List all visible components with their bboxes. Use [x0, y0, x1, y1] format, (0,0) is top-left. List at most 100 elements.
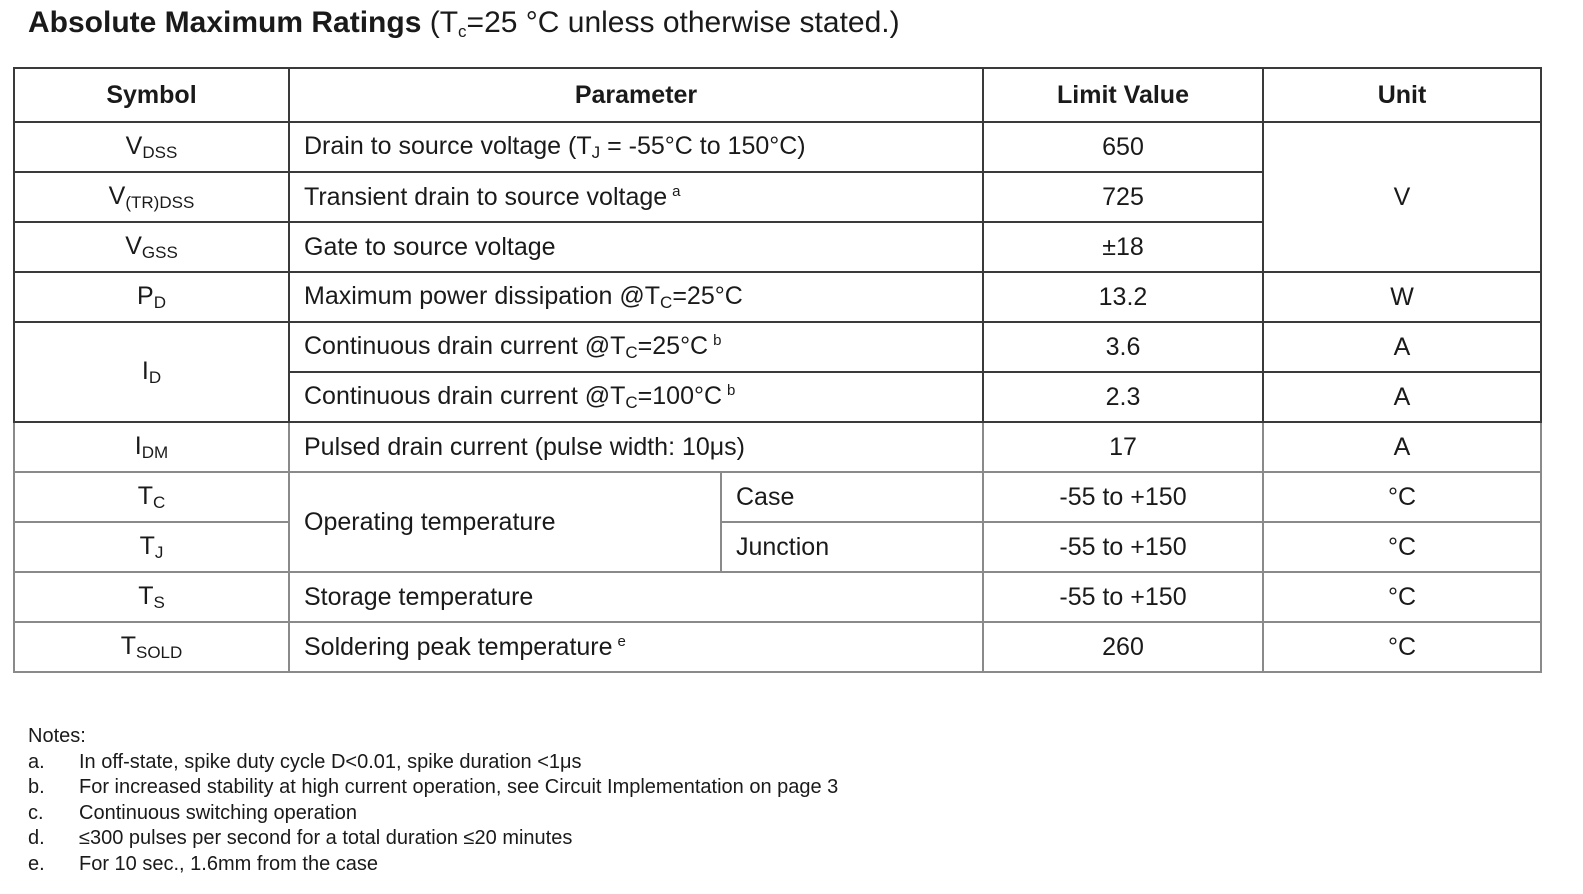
- text-sub: S: [153, 592, 165, 612]
- note-letter: c.: [28, 801, 44, 824]
- parameter-cell: Continuous drain current @TC=25°C b: [288, 321, 984, 373]
- notes: Notes: a. In off-state, spike duty cycle …: [28, 724, 838, 878]
- parameter-cell: Maximum power dissipation @TC=25°C: [288, 271, 984, 323]
- value-cell: -55 to +150: [982, 571, 1264, 623]
- symbol-cell: ID: [13, 321, 290, 423]
- value-cell: -55 to +150: [982, 521, 1264, 573]
- value-cell: -55 to +150: [982, 471, 1264, 523]
- text-text: Soldering peak temperature: [304, 632, 613, 661]
- text-sub: C: [625, 342, 638, 362]
- parameter-cell: Operating temperature: [288, 471, 722, 573]
- parameter-cell: Continuous drain current @TC=100°C b: [288, 371, 984, 423]
- note-letter: d.: [28, 827, 45, 850]
- text-text: Maximum power dissipation @T: [304, 281, 661, 310]
- condition-cell: Case: [720, 471, 984, 523]
- text-text: =25°C: [672, 281, 743, 310]
- unit-cell: A: [1262, 321, 1542, 373]
- value-cell: 260: [982, 621, 1264, 673]
- value-cell: 650: [982, 121, 1264, 173]
- symbol-cell: TS: [13, 571, 290, 623]
- parameter-cell: Soldering peak temperature e: [288, 621, 984, 673]
- value-cell: 13.2: [982, 271, 1264, 323]
- symbol-cell: VGSS: [13, 221, 290, 273]
- notes-heading: Notes:: [28, 725, 86, 747]
- note: c. Continuous switching operation: [28, 801, 838, 827]
- table-row: PD Maximum power dissipation @TC=25°C 13.2…: [13, 271, 1542, 323]
- text-text: Drain to source voltage (T: [304, 131, 592, 160]
- unit-cell: °C: [1262, 571, 1542, 623]
- note-letter: b.: [28, 776, 45, 799]
- symbol-cell: TSOLD: [13, 621, 290, 673]
- header-cell: Unit: [1262, 67, 1542, 123]
- note: a. In off-state, spike duty cycle D<0.01,…: [28, 750, 838, 776]
- unit-cell: °C: [1262, 621, 1542, 673]
- table-row: VDSS Drain to source voltage (TJ = -55°C …: [13, 121, 1542, 273]
- text-sub: J: [154, 542, 164, 562]
- symbol-cell: IDM: [13, 421, 290, 473]
- text-text: T: [138, 581, 154, 610]
- value-cell: ±18: [982, 221, 1264, 273]
- condition-cell: Junction: [720, 521, 984, 573]
- text-sup: b: [713, 331, 722, 349]
- text-text: Operating temperature: [304, 507, 556, 536]
- text-text: V: [108, 181, 126, 210]
- value-cell: 3.6: [982, 321, 1264, 373]
- value-cell: 2.3: [982, 371, 1264, 423]
- text-text: Pulsed drain current (pulse width: 10μs): [304, 432, 746, 461]
- text-text: Continuous drain current @T: [304, 381, 626, 410]
- header-row: Symbol Parameter Limit Value Unit: [13, 67, 1542, 123]
- value-cell: 17: [982, 421, 1264, 473]
- text-sub: GSS: [141, 242, 178, 262]
- text-sub: c: [458, 22, 467, 41]
- unit-cell: A: [1262, 371, 1542, 423]
- header-cell: Parameter: [288, 67, 984, 123]
- text-sub: (TR)DSS: [125, 192, 195, 212]
- text-text: T: [139, 531, 155, 560]
- text-sup: b: [727, 381, 736, 399]
- table-row: V(TR)DSS Transient drain to source voltag…: [13, 171, 1541, 223]
- text-sub: J: [591, 142, 601, 162]
- title-rest: (Tc=25 °C unless otherwise stated.): [421, 6, 900, 41]
- text-text: =25 °C unless otherwise stated.): [466, 6, 900, 39]
- text-sub: C: [660, 292, 673, 312]
- text-text: Transient drain to source voltage: [304, 182, 668, 211]
- table-row: TJ Junction -55 to +150 °C: [13, 521, 1542, 573]
- text-text: I: [141, 356, 149, 385]
- value-cell: 725: [982, 171, 1264, 223]
- table-row: IDM Pulsed drain current (pulse width: 10…: [13, 421, 1542, 473]
- text-sub: D: [148, 367, 162, 387]
- unit-cell: °C: [1262, 521, 1542, 573]
- text-text: =100°C: [637, 381, 723, 410]
- note: b. For increased stability at high curren…: [28, 775, 838, 801]
- text-sub: DSS: [142, 142, 178, 162]
- text-sub: DM: [141, 442, 169, 462]
- parameter-cell: Pulsed drain current (pulse width: 10μs): [288, 421, 984, 473]
- parameter-cell: Transient drain to source voltage a: [288, 171, 984, 223]
- text-text: Gate to source voltage: [304, 232, 556, 261]
- parameter-cell: Gate to source voltage: [288, 221, 984, 273]
- text-sub: D: [153, 292, 166, 312]
- text-sup: e: [617, 632, 626, 650]
- table-row: VGSS Gate to source voltage ±18: [13, 221, 1541, 273]
- note-text: In off-state, spike duty cycle D<0.01, s…: [79, 750, 582, 773]
- text-text: =25°C: [637, 331, 709, 360]
- table-row: TC Operating temperature Case -55 to +150 °C: [13, 471, 1542, 573]
- text-text: T: [137, 481, 153, 510]
- note-text: For 10 sec., 1.6mm from the case: [79, 852, 378, 875]
- table-row: TS Storage temperature -55 to +150 °C: [13, 571, 1542, 623]
- text-text: Storage temperature: [304, 582, 534, 611]
- title-bold: Absolute Maximum Ratings: [28, 6, 422, 39]
- parameter-cell: Drain to source voltage (TJ = -55°C to 1…: [288, 121, 984, 173]
- note-letter: a.: [28, 750, 45, 773]
- ratings-table: Symbol Parameter Limit Value Unit VDSS Drain…: [13, 67, 1542, 673]
- table-row: TSOLD Soldering peak temperature e 260 °C: [13, 621, 1542, 673]
- text-sub: SOLD: [135, 642, 183, 662]
- note: d. ≤300 pulses per second for a total dur…: [28, 826, 838, 852]
- symbol-cell: VDSS: [13, 121, 290, 173]
- unit-cell: V: [1262, 121, 1542, 273]
- note-letter: e.: [28, 852, 45, 875]
- note-text: ≤300 pulses per second for a total durat…: [79, 827, 573, 850]
- text-text: = -55°C to 150°C): [600, 131, 806, 160]
- unit-cell: A: [1262, 421, 1542, 473]
